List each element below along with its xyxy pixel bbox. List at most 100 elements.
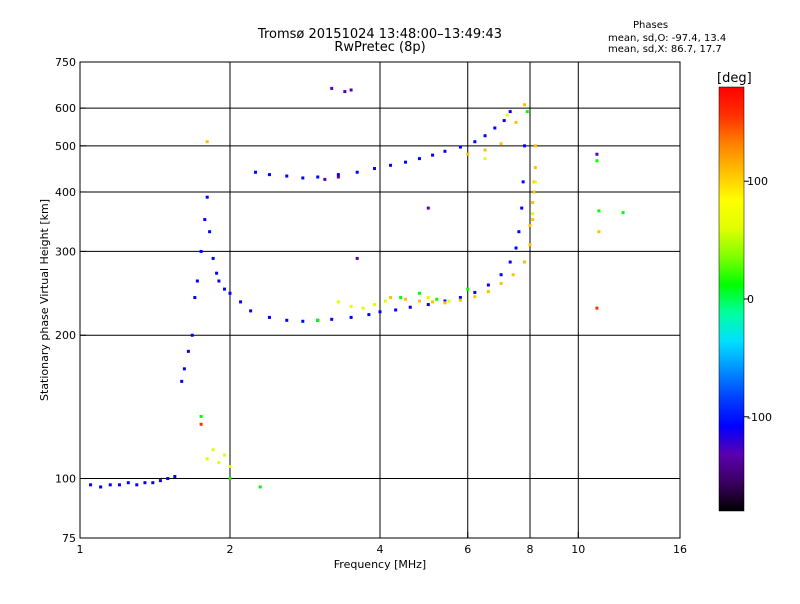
data-point xyxy=(99,485,103,489)
data-point xyxy=(493,126,497,130)
data-point xyxy=(316,318,320,322)
data-point xyxy=(355,256,359,260)
data-point xyxy=(367,313,371,317)
data-point xyxy=(511,273,515,277)
data-point xyxy=(336,173,340,177)
data-point xyxy=(349,88,353,92)
data-point xyxy=(521,180,525,184)
y-tick-label: 600 xyxy=(55,102,76,115)
data-point xyxy=(458,296,462,300)
data-point xyxy=(523,260,527,264)
data-point xyxy=(597,230,601,234)
data-point xyxy=(597,209,601,213)
data-point xyxy=(508,110,512,114)
data-point xyxy=(458,298,462,302)
x-tick-label: 2 xyxy=(227,543,234,556)
data-point xyxy=(239,300,243,304)
data-point xyxy=(343,90,347,94)
data-point xyxy=(595,306,599,310)
data-point xyxy=(531,201,535,205)
data-point xyxy=(426,206,430,210)
y-tick-label: 500 xyxy=(55,140,76,153)
colorbar-tick-label: -100 xyxy=(747,411,772,424)
data-point xyxy=(180,379,184,383)
data-point xyxy=(621,211,625,215)
plot-title: Tromsø 20151024 13:48:00–13:49:43 xyxy=(257,27,503,42)
data-point xyxy=(203,218,207,222)
data-point xyxy=(514,120,518,124)
data-point xyxy=(330,86,334,90)
data-point xyxy=(486,290,490,294)
data-point xyxy=(267,173,271,177)
phases-title: Phases xyxy=(633,20,669,31)
data-point xyxy=(205,457,209,461)
data-point xyxy=(205,195,209,199)
data-point xyxy=(151,481,155,485)
data-point xyxy=(595,152,599,156)
colorbar-tick-label: 0 xyxy=(747,293,754,306)
data-point xyxy=(285,318,289,322)
data-point xyxy=(499,142,503,146)
data-point xyxy=(447,299,451,303)
axes: 1 2 4 6 8 10 16 75 100 200 300 400 500 600 750 xyxy=(55,56,687,556)
colorbar-tick-label: 100 xyxy=(747,175,768,188)
data-point xyxy=(473,140,477,144)
data-point xyxy=(417,157,421,161)
data-point xyxy=(211,448,215,452)
data-point xyxy=(258,485,262,489)
data-point xyxy=(361,306,365,310)
data-point xyxy=(336,300,340,304)
colorbar-ticks: 100 0 -100 xyxy=(744,175,772,424)
phases-o-label: mean, sd,O: xyxy=(608,33,669,44)
x-tick-label: 1 xyxy=(77,543,84,556)
echo-points xyxy=(89,86,625,489)
data-point xyxy=(355,170,359,174)
data-point xyxy=(473,290,477,294)
data-point xyxy=(502,119,506,123)
data-point xyxy=(166,477,170,481)
grid-lines xyxy=(80,62,680,538)
x-tick-label: 4 xyxy=(377,543,384,556)
data-point xyxy=(143,481,147,485)
data-point xyxy=(349,315,353,319)
data-point xyxy=(323,177,327,181)
phases-o-values: -97.4, 13.4 xyxy=(671,33,727,44)
data-point xyxy=(528,224,532,228)
data-point xyxy=(533,144,537,148)
data-point xyxy=(408,305,412,309)
data-point xyxy=(483,148,487,152)
data-point xyxy=(499,281,503,285)
data-point xyxy=(330,317,334,321)
data-point xyxy=(531,212,535,216)
data-point xyxy=(431,153,435,157)
data-point xyxy=(373,167,377,171)
data-point xyxy=(531,218,535,222)
data-point xyxy=(483,134,487,138)
data-point xyxy=(336,175,340,179)
data-point xyxy=(117,483,121,487)
y-tick-label: 300 xyxy=(55,245,76,258)
phases-x-label: mean, sd,X: xyxy=(608,44,668,55)
data-point xyxy=(108,483,112,487)
data-point xyxy=(267,315,271,319)
data-point xyxy=(435,297,439,301)
x-tick-label: 8 xyxy=(527,543,534,556)
data-point xyxy=(514,246,518,250)
x-tick-label: 10 xyxy=(571,543,585,556)
y-tick-label: 200 xyxy=(55,329,76,342)
data-point xyxy=(199,422,203,426)
data-point xyxy=(383,299,387,303)
plot-subtitle: RwPretec (8p) xyxy=(334,40,426,55)
x-tick-label: 16 xyxy=(673,543,687,556)
data-point xyxy=(517,230,521,234)
data-point xyxy=(217,461,221,465)
data-point xyxy=(523,144,527,148)
data-point xyxy=(417,291,421,295)
y-tick-label: 100 xyxy=(55,473,76,486)
data-point xyxy=(195,279,199,283)
data-point xyxy=(389,163,393,167)
data-point xyxy=(316,175,320,179)
data-point xyxy=(394,308,398,312)
data-point xyxy=(483,157,487,161)
